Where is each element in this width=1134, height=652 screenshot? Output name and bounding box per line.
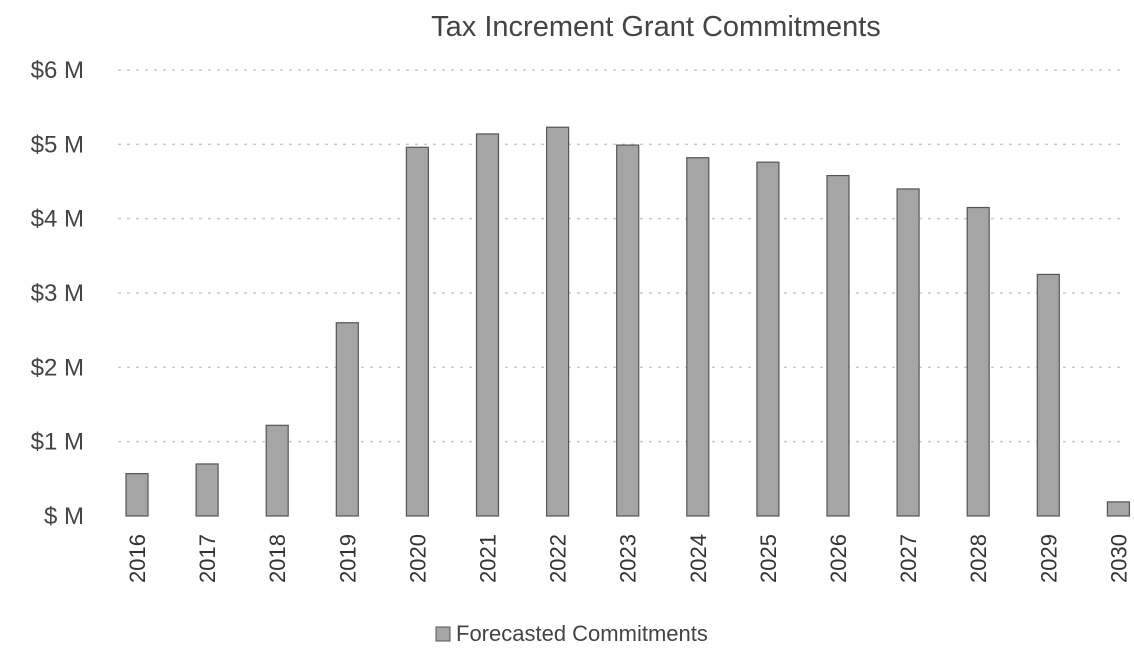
bar-2027 [896, 188, 920, 517]
bar-2030 [1106, 501, 1131, 517]
x-tick-label: 2026 [826, 534, 851, 583]
y-tick-label: $3 M [31, 280, 84, 307]
bar-2019 [335, 322, 359, 517]
x-tick-label: 2019 [335, 534, 360, 583]
bar-2024 [686, 157, 710, 517]
legend: Forecasted Commitments [435, 621, 708, 646]
bar-2026 [826, 174, 850, 517]
bar-2028 [966, 206, 990, 517]
y-axis-tick-labels: $ M $1 M $2 M $3 M $4 M $5 M $6 M [31, 57, 84, 530]
y-tick-label: $6 M [31, 57, 84, 84]
x-tick-label: 2029 [1036, 534, 1061, 583]
x-tick-label: 2028 [966, 534, 991, 583]
x-tick-label: 2022 [546, 534, 571, 583]
bar-2020 [405, 146, 429, 517]
legend-swatch [435, 626, 451, 642]
y-tick-label: $1 M [31, 429, 84, 456]
x-tick-label: 2023 [616, 534, 641, 583]
bar-2016 [125, 473, 149, 517]
bar-2025 [756, 161, 780, 517]
bar-2023 [616, 144, 640, 517]
y-tick-label: $2 M [31, 354, 84, 381]
bar-2021 [475, 133, 500, 517]
legend-label: Forecasted Commitments [456, 621, 708, 646]
x-tick-label: 2018 [265, 534, 290, 583]
x-tick-label: 2027 [896, 534, 921, 583]
y-tick-label: $5 M [31, 131, 84, 158]
bars [125, 126, 1131, 517]
chart-title: Tax Increment Grant Commitments [431, 11, 881, 43]
x-tick-label: 2016 [125, 534, 150, 583]
x-tick-label: 2021 [476, 534, 501, 583]
bar-2018 [265, 424, 289, 517]
y-tick-label: $ M [44, 503, 84, 530]
x-tick-label: 2024 [686, 534, 711, 583]
x-axis-tick-labels: 2016 2017 2018 2019 2020 2021 2022 2023 2024 2025… [125, 534, 1131, 583]
bar-2022 [545, 126, 570, 517]
x-tick-label: 2030 [1106, 534, 1131, 583]
x-tick-label: 2025 [756, 534, 781, 583]
y-tick-label: $4 M [31, 206, 84, 233]
bar-2029 [1036, 273, 1060, 517]
x-tick-label: 2020 [405, 534, 430, 583]
x-tick-label: 2017 [195, 534, 220, 583]
bar-2017 [195, 463, 219, 517]
